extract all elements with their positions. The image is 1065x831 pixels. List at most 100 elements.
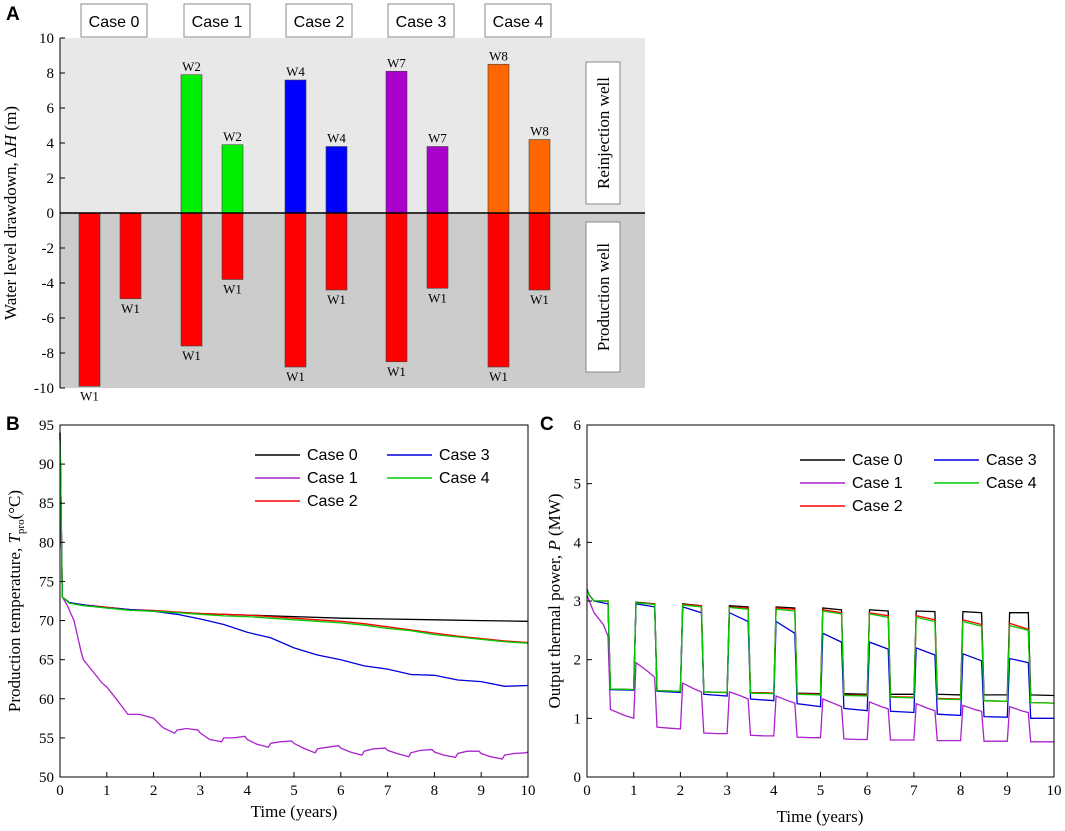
bar-label: W2: [223, 129, 242, 144]
panel-a-y-tick-label: 6: [47, 101, 55, 117]
x-tick-label: 1: [103, 783, 111, 799]
series-line: [586, 589, 1055, 704]
y-tick-label: 5: [574, 477, 582, 493]
y-tick-label: 90: [39, 457, 54, 473]
case-label-box: [80, 3, 148, 38]
y-tick-label: 80: [39, 535, 54, 551]
case-label: Case 1: [192, 14, 243, 31]
bar-label: W1: [121, 301, 140, 316]
case-label-box: [387, 3, 455, 38]
y-tick-label: 85: [39, 496, 54, 512]
panel-a-y-ticks: 10 8 6 4 2 0 -2 -4 -6 -8 -10: [34, 31, 65, 397]
panel-c-legend: Case 0 Case 1 Case 2 Case 3 Case 4: [800, 452, 1037, 515]
bar-label: W1: [387, 364, 406, 379]
y-tick-label: 6: [574, 418, 582, 434]
x-tick-label: 10: [521, 783, 536, 799]
x-tick-label: 8: [431, 783, 439, 799]
x-tick-label: 5: [290, 783, 298, 799]
reinjection-region: [60, 38, 645, 213]
x-tick-label: 5: [817, 783, 825, 799]
bar-label: W1: [489, 369, 508, 384]
production-region: [60, 213, 645, 388]
panel-b-y-label-sub: pro: [15, 519, 27, 534]
legend-entry: Case 2: [307, 493, 358, 510]
panel-a-y-tick-label: 4: [47, 136, 55, 152]
case-label: Case 2: [294, 14, 345, 31]
panel-c-y-label-unit: (MW): [545, 493, 564, 540]
panel-b-ticks: 0 1 2 3 4 5 6 7 8 9 10 50 55 60 65 70 75 80 85 90 95: [39, 418, 536, 799]
y-tick-label: 55: [39, 731, 54, 747]
bar-label: W1: [182, 348, 201, 363]
bar: [78, 212, 101, 387]
bar-label: W8: [489, 48, 508, 63]
bar-label: W4: [327, 131, 346, 146]
bar: [221, 144, 244, 214]
case-label: Case 4: [493, 14, 544, 31]
legend-entry: Case 0: [307, 447, 358, 464]
legend-entry: Case 1: [852, 475, 903, 492]
bar: [180, 212, 203, 347]
panel-a-chart: W1 W1 W2 W1 W2 W1 W4 W1 W4 W1 W7 W1 W7 W1 W8 W1 W8 W1 10 8…: [1, 3, 645, 403]
bar: [426, 146, 449, 214]
case-label-box: [484, 3, 552, 38]
x-tick-label: 0: [583, 783, 591, 799]
panel-a-y-label-prefix: Water level drawdown, Δ: [1, 147, 20, 320]
reinjection-label-box: [585, 61, 621, 205]
legend-entry: Case 4: [439, 470, 490, 487]
bar: [426, 212, 449, 289]
bar-label: W7: [387, 55, 406, 70]
bar: [284, 212, 307, 368]
panel-a-y-tick-label: -2: [42, 241, 55, 257]
panel-a-y-tick-label: -8: [42, 346, 55, 362]
y-tick-label: 70: [39, 614, 54, 630]
panel-c-label: C: [540, 414, 554, 435]
panel-a-y-tick-label: 0: [47, 206, 55, 222]
y-tick-label: 3: [574, 594, 582, 610]
series-line: [59, 432, 529, 644]
production-label: Production well: [594, 243, 613, 351]
panel-a-y-tick-label: 10: [39, 31, 54, 47]
panel-b-x-label: Time (years): [251, 802, 338, 821]
panel-a-label: A: [6, 4, 20, 25]
panel-b-legend: Case 0 Case 1 Case 2 Case 3 Case 4: [255, 447, 490, 510]
bar: [325, 146, 348, 214]
y-tick-label: 65: [39, 653, 54, 669]
case-label-box: [183, 3, 251, 38]
x-tick-label: 7: [910, 783, 918, 799]
bar-label: W7: [428, 131, 447, 146]
y-tick-label: 75: [39, 574, 54, 590]
panel-b-y-label: Production temperature, Tpro(°C): [5, 490, 27, 712]
panel-a-bars: W1 W1 W2 W1 W2 W1 W4 W1 W4 W1 W7 W1 W7 W1 W8 W1 W8 W1: [78, 48, 551, 403]
panel-b-y-label-var: T: [5, 533, 24, 544]
x-tick-label: 10: [1047, 783, 1062, 799]
panel-a-y-tick-label: -4: [42, 276, 55, 292]
y-tick-label: 60: [39, 692, 54, 708]
x-tick-label: 3: [723, 783, 731, 799]
bar-label: W1: [530, 292, 549, 307]
x-tick-label: 9: [1004, 783, 1012, 799]
production-label-box: [585, 221, 621, 373]
x-tick-label: 0: [56, 783, 64, 799]
panel-a-y-label-unit: (m): [1, 106, 20, 135]
panel-c-ticks: 0 1 2 3 4 5 6 7 8 9 10 0 1 2 3 4 5 6: [574, 418, 1062, 799]
x-tick-label: 2: [677, 783, 685, 799]
case-label: Case 0: [89, 14, 140, 31]
panel-c-y-label-var: P: [545, 540, 564, 551]
bar: [180, 74, 203, 214]
panel-c-y-label: Output thermal power, P (MW): [545, 493, 564, 708]
bar-label: W1: [223, 282, 242, 297]
x-tick-label: 7: [384, 783, 392, 799]
x-tick-label: 3: [197, 783, 205, 799]
series-line: [586, 589, 1054, 719]
bar-label: W8: [530, 124, 549, 139]
bar: [385, 212, 408, 363]
panel-a-y-tick-label: -6: [42, 311, 55, 327]
case-label-box: [285, 3, 353, 38]
legend-entry: Case 1: [307, 470, 358, 487]
bar: [487, 63, 510, 214]
series-line: [586, 594, 1054, 743]
panel-c-y-label-prefix: Output thermal power,: [545, 551, 564, 709]
